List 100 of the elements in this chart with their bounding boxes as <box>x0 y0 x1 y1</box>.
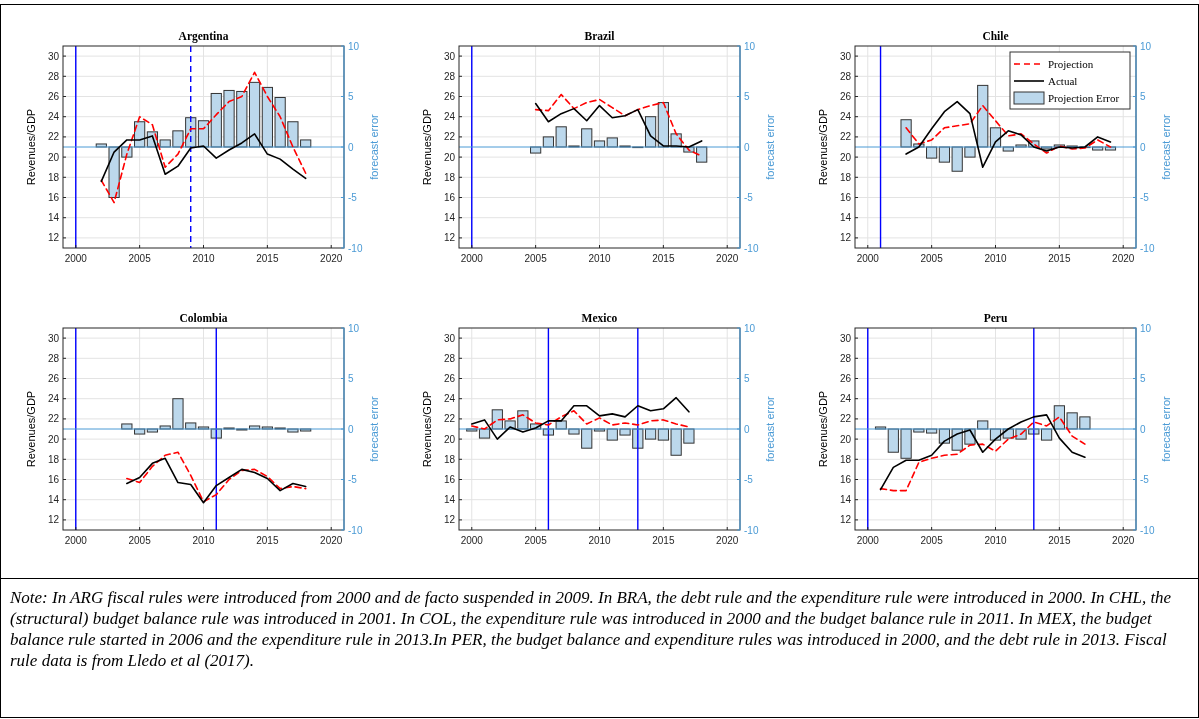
chart-title: Argentina <box>178 30 229 43</box>
y-axis-title: Revenues/GDP <box>817 390 829 468</box>
y-tick-label: 28 <box>47 70 60 82</box>
x-tick-label: 2020 <box>1112 253 1135 264</box>
y2-tick-label: 10 <box>744 322 756 334</box>
y2-tick-label: -10 <box>1140 524 1155 536</box>
x-tick-label: 2005 <box>128 535 152 546</box>
y-axis-title: Revenues/GDP <box>421 108 433 186</box>
y-tick-label: 28 <box>839 352 852 364</box>
chart-title: Brazil <box>584 30 615 42</box>
y2-axis-title: forecast error <box>1160 113 1172 180</box>
chart-title: Colombia <box>179 312 228 324</box>
y-tick-label: 26 <box>47 373 60 384</box>
y-tick-label: 14 <box>47 494 60 506</box>
y-tick-label: 24 <box>47 393 60 405</box>
legend-label: Actual <box>1048 75 1078 87</box>
y-tick-label: 20 <box>443 433 456 445</box>
y-tick-label: 18 <box>47 453 60 465</box>
x-tick-label: 2010 <box>588 535 612 546</box>
y2-axis-title: forecast error <box>368 113 380 180</box>
x-tick-label: 2020 <box>716 535 739 546</box>
y-tick-label: 26 <box>839 373 852 384</box>
x-tick-label: 2005 <box>920 535 944 546</box>
y-tick-label: 20 <box>839 151 852 163</box>
y-tick-label: 30 <box>47 332 60 344</box>
x-tick-label: 2020 <box>320 253 343 264</box>
y-tick-label: 20 <box>839 433 852 445</box>
y2-tick-label: -5 <box>1140 192 1150 203</box>
x-tick-label: 2005 <box>920 253 944 264</box>
y-tick-label: 16 <box>443 192 456 203</box>
y-tick-label: 20 <box>47 433 60 445</box>
y-tick-label: 26 <box>443 91 456 102</box>
y-tick-label: 20 <box>47 151 60 163</box>
y-tick-label: 18 <box>839 171 852 183</box>
y-axis-title: Revenues/GDP <box>25 108 37 186</box>
y-tick-label: 14 <box>839 212 852 224</box>
x-tick-label: 2005 <box>128 253 152 264</box>
chart-title: Chile <box>982 30 1009 42</box>
y-tick-label: 28 <box>443 70 456 82</box>
y-tick-label: 26 <box>443 373 456 384</box>
y2-tick-label: 0 <box>1140 423 1146 435</box>
y2-tick-label: 10 <box>348 322 360 334</box>
y-tick-label: 12 <box>47 232 60 244</box>
y2-tick-label: 5 <box>744 373 750 384</box>
x-tick-label: 2010 <box>192 253 216 264</box>
x-tick-label: 2010 <box>588 253 612 264</box>
y-axis-title: Revenues/GDP <box>25 390 37 468</box>
y-tick-label: 24 <box>839 393 852 405</box>
y2-tick-label: -5 <box>1140 474 1150 485</box>
y-tick-label: 22 <box>443 131 456 143</box>
y-tick-label: 22 <box>47 413 60 425</box>
y-tick-label: 18 <box>839 453 852 465</box>
y-tick-label: 16 <box>443 474 456 485</box>
y-tick-label: 30 <box>839 50 852 62</box>
y2-tick-label: 5 <box>1140 373 1146 384</box>
y-tick-label: 14 <box>839 494 852 506</box>
y2-tick-label: -5 <box>348 192 358 203</box>
x-tick-label: 2000 <box>64 253 88 264</box>
y2-tick-label: -5 <box>348 474 358 485</box>
y2-tick-label: 10 <box>348 40 360 52</box>
x-tick-label: 2010 <box>984 253 1008 264</box>
x-tick-label: 2005 <box>524 253 548 264</box>
y-tick-label: 26 <box>47 91 60 102</box>
legend-label: Projection <box>1048 58 1094 70</box>
y-tick-label: 14 <box>47 212 60 224</box>
y-tick-label: 30 <box>47 50 60 62</box>
y2-tick-label: 0 <box>744 141 750 153</box>
y-tick-label: 12 <box>443 232 456 244</box>
y-axis-title: Revenues/GDP <box>421 390 433 468</box>
y2-tick-label: 0 <box>744 423 750 435</box>
x-tick-label: 2015 <box>256 535 279 546</box>
y2-tick-label: -10 <box>744 242 759 254</box>
y-tick-label: 30 <box>443 50 456 62</box>
x-tick-label: 2015 <box>1048 253 1071 264</box>
y-tick-label: 18 <box>47 171 60 183</box>
y2-axis-title: forecast error <box>764 395 776 462</box>
y-tick-label: 16 <box>839 474 852 485</box>
y-tick-label: 22 <box>47 131 60 143</box>
y2-tick-label: 5 <box>1140 91 1146 102</box>
y2-tick-label: 5 <box>348 91 354 102</box>
y2-tick-label: -5 <box>744 192 754 203</box>
y-tick-label: 24 <box>443 393 456 405</box>
y-tick-label: 12 <box>839 514 852 526</box>
x-tick-label: 2010 <box>192 535 216 546</box>
chart-title: Peru <box>983 312 1008 324</box>
y-tick-label: 12 <box>839 232 852 244</box>
y-tick-label: 22 <box>839 413 852 425</box>
legend-label: Projection Error <box>1048 92 1120 104</box>
y-tick-label: 28 <box>47 352 60 364</box>
y2-axis-title: forecast error <box>1160 395 1172 462</box>
x-tick-label: 2020 <box>716 253 739 264</box>
y2-tick-label: -10 <box>1140 242 1155 254</box>
y-tick-label: 20 <box>443 151 456 163</box>
y-tick-label: 18 <box>443 453 456 465</box>
y-tick-label: 12 <box>443 514 456 526</box>
y-tick-label: 16 <box>47 192 60 203</box>
x-tick-label: 2015 <box>652 535 675 546</box>
y-tick-label: 22 <box>839 131 852 143</box>
y-tick-label: 24 <box>839 111 852 123</box>
y2-tick-label: 5 <box>348 373 354 384</box>
